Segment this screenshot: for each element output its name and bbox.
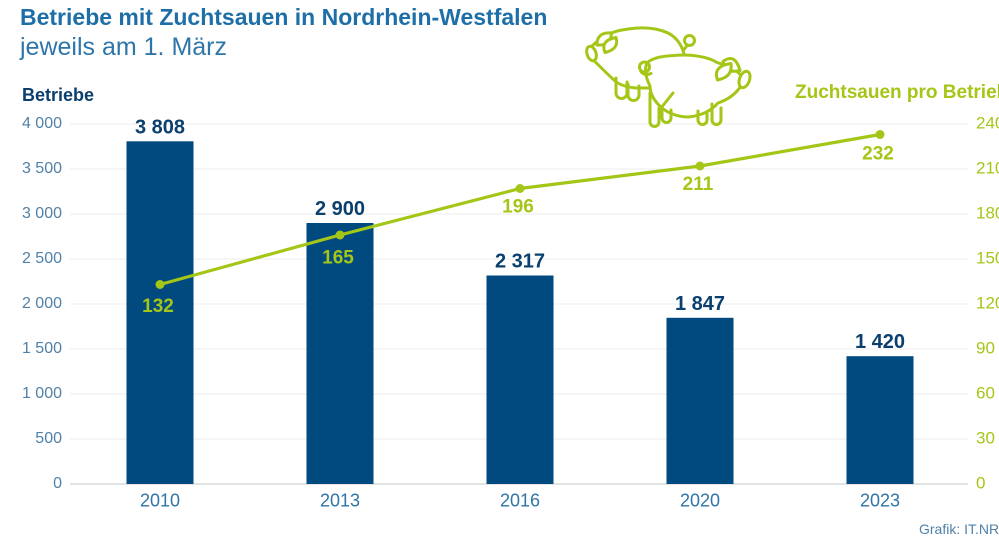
svg-text:1 847: 1 847 [675,293,725,315]
svg-text:165: 165 [322,248,354,269]
svg-text:196: 196 [502,197,534,218]
svg-text:500: 500 [35,430,62,447]
svg-text:2020: 2020 [680,491,720,511]
svg-text:2 500: 2 500 [22,250,62,267]
svg-text:30: 30 [976,429,995,448]
svg-text:2010: 2010 [140,491,180,511]
svg-text:211: 211 [683,174,714,195]
svg-text:3 000: 3 000 [22,205,62,222]
svg-text:120: 120 [976,294,999,313]
svg-text:2023: 2023 [860,491,900,511]
svg-text:240: 240 [976,114,999,133]
svg-text:4 000: 4 000 [22,115,62,132]
svg-text:0: 0 [976,474,985,493]
svg-text:90: 90 [976,339,995,358]
svg-text:2016: 2016 [500,491,540,511]
svg-text:150: 150 [976,249,999,268]
svg-text:3 808: 3 808 [135,116,185,138]
svg-text:1 420: 1 420 [855,331,905,353]
svg-text:2013: 2013 [320,491,360,511]
svg-text:2 000: 2 000 [22,295,62,312]
svg-text:2 317: 2 317 [495,251,545,273]
svg-text:132: 132 [142,296,174,317]
svg-text:3 500: 3 500 [22,160,62,177]
svg-text:0: 0 [53,475,62,492]
svg-text:232: 232 [862,144,894,165]
svg-text:180: 180 [976,204,999,223]
svg-text:210: 210 [976,159,999,178]
svg-text:1 000: 1 000 [22,385,62,402]
svg-text:1 500: 1 500 [22,340,62,357]
svg-text:60: 60 [976,384,995,403]
svg-text:2 900: 2 900 [315,198,365,220]
